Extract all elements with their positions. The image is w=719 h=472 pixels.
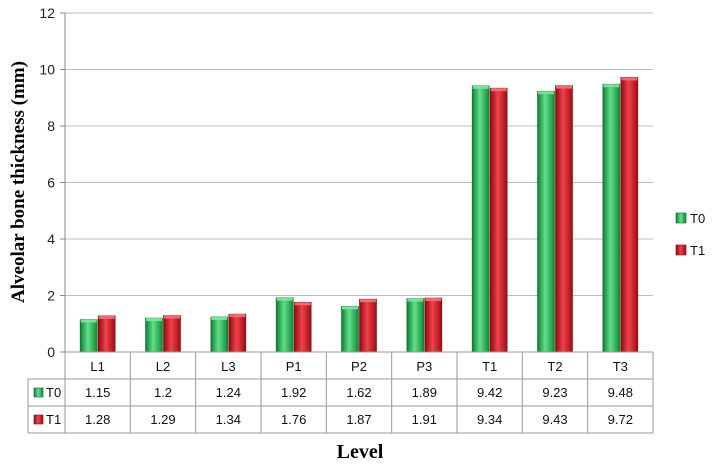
y-tick-label: 0	[47, 344, 55, 360]
category-label: L2	[156, 359, 170, 374]
data-value-label: 9.42	[477, 385, 502, 400]
category-label: L1	[90, 359, 104, 374]
category-label: T3	[613, 359, 628, 374]
category-label: T1	[482, 359, 497, 374]
bar-top-highlight	[360, 299, 376, 303]
data-value-label: 9.72	[608, 412, 633, 427]
table-series-name: T0	[46, 385, 61, 400]
x-axis-label: Level	[337, 441, 384, 463]
bar-t1-t1	[489, 87, 508, 353]
data-value-label: 1.87	[346, 412, 371, 427]
bar-t0-l3	[210, 316, 229, 353]
category-label: P2	[351, 359, 367, 374]
bar-t1-t3	[620, 77, 639, 353]
bar-t0-p1	[275, 297, 294, 353]
bar-top-highlight	[556, 85, 572, 89]
data-value-label: 1.91	[412, 412, 437, 427]
category-label: P3	[416, 359, 432, 374]
legend-label-t1: T1	[690, 243, 705, 258]
data-value-label: 1.2	[154, 385, 172, 400]
bar-t0-t2	[537, 90, 555, 353]
legend-label-t0: T0	[690, 211, 705, 226]
data-value-label: 9.34	[477, 412, 502, 427]
y-tick-label: 4	[47, 231, 55, 247]
bar-t0-l1	[79, 319, 98, 353]
bar-top-highlight	[80, 319, 97, 323]
table-series-key-t1	[33, 414, 44, 425]
bar-top-highlight	[538, 91, 554, 95]
data-value-label: 1.76	[281, 412, 306, 427]
table-series-key-t0	[33, 387, 44, 398]
category-label: P1	[286, 359, 302, 374]
bar-t1-t2	[555, 85, 573, 353]
bar-t1-l2	[163, 315, 181, 353]
bar-top-highlight	[621, 77, 638, 81]
data-value-label: 9.43	[542, 412, 567, 427]
data-value-label: 1.28	[85, 412, 110, 427]
bar-t0-t3	[602, 83, 621, 353]
bar-top-highlight	[146, 318, 162, 322]
table-series-name: T1	[46, 412, 61, 427]
data-value-label: 1.29	[150, 412, 175, 427]
y-tick-label: 8	[47, 118, 55, 134]
bar-top-highlight	[98, 315, 115, 319]
data-value-label: 1.15	[85, 385, 110, 400]
bar-top-highlight	[294, 302, 311, 306]
bar-top-highlight	[603, 84, 620, 88]
y-axis-label: Alveolar bone thickness (mm)	[8, 61, 29, 303]
bar-top-highlight	[229, 314, 246, 318]
bar-top-highlight	[472, 85, 489, 89]
y-tick-label: 2	[47, 288, 55, 304]
data-value-label: 1.62	[346, 385, 371, 400]
data-value-label: 1.24	[216, 385, 241, 400]
bar-top-highlight	[425, 298, 442, 302]
data-value-label: 1.34	[216, 412, 241, 427]
bar-top-highlight	[342, 306, 358, 310]
y-tick-label: 6	[47, 175, 55, 191]
legend-swatch-t0	[675, 212, 687, 224]
bar-t1-p3	[424, 297, 443, 353]
category-label: L3	[221, 359, 235, 374]
bar-top-highlight	[490, 88, 507, 92]
bar-t1-p2	[359, 298, 377, 353]
legend-swatch-t1	[675, 244, 687, 256]
category-label: T2	[547, 359, 562, 374]
bar-t1-p1	[293, 301, 312, 353]
data-value-label: 9.48	[608, 385, 633, 400]
bar-t1-l3	[228, 313, 247, 353]
bar-top-highlight	[276, 297, 293, 301]
data-value-label: 1.89	[412, 385, 437, 400]
bar-t0-l2	[145, 317, 163, 353]
data-value-label: 9.23	[542, 385, 567, 400]
y-tick-label: 12	[39, 5, 55, 21]
bar-top-highlight	[211, 316, 228, 320]
bar-t0-p3	[406, 298, 425, 353]
y-tick-label: 10	[39, 62, 55, 78]
bar-top-highlight	[407, 298, 424, 302]
bar-top-highlight	[164, 315, 180, 319]
bar-t1-l1	[97, 315, 116, 353]
bar-t0-p2	[341, 305, 359, 353]
data-value-label: 1.92	[281, 385, 306, 400]
bar-t0-t1	[471, 85, 490, 353]
